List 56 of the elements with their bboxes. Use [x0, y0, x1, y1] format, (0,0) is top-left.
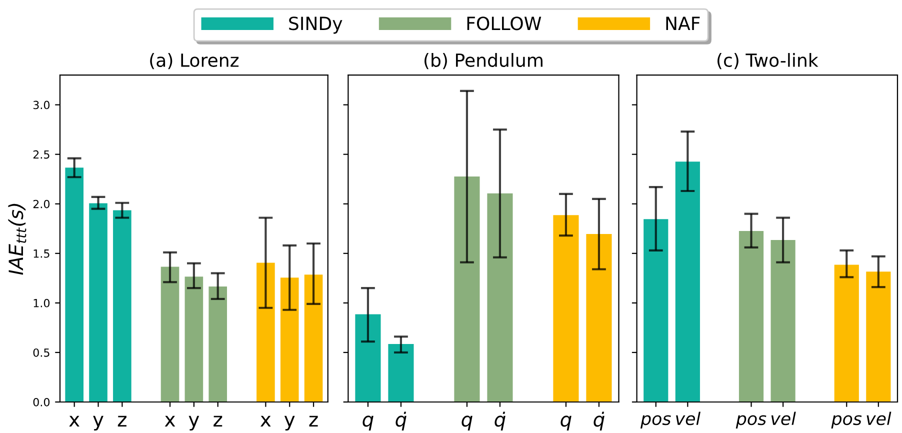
- y-axis-title: IAE$_{ttt}$(s): [8, 204, 26, 275]
- x-tick-label: q: [462, 416, 472, 430]
- x-tick-label: q̇: [396, 412, 406, 430]
- bar: [88, 202, 108, 402]
- bar: [64, 166, 84, 402]
- bar: [642, 218, 670, 402]
- chart-title: (c) Two-link: [718, 53, 818, 70]
- bar: [486, 192, 514, 402]
- y-tick-label: 2.0: [33, 200, 50, 208]
- x-tick-label: q: [560, 416, 572, 430]
- x-tick-label: pos: [640, 415, 671, 429]
- bar: [453, 176, 481, 402]
- chart-title: (a) Lorenz: [150, 53, 239, 70]
- x-tick-label: vel: [866, 412, 892, 426]
- bar: [160, 266, 180, 402]
- bar: [387, 343, 415, 402]
- y-tick-label: 0.5: [33, 348, 50, 357]
- x-tick-label: q̇: [594, 412, 604, 430]
- bar: [770, 239, 796, 402]
- x-tick-label: q: [362, 416, 374, 430]
- x-tick-label: pos: [736, 415, 766, 429]
- x-tick-label: z: [118, 416, 126, 426]
- y-tick-label: 2.5: [33, 150, 50, 159]
- bar: [552, 214, 580, 402]
- legend-label: NAF: [666, 16, 700, 30]
- y-tick-label: 1.5: [34, 250, 50, 258]
- bar: [585, 233, 613, 402]
- y-tick-label: 3.0: [33, 100, 50, 110]
- bar: [674, 160, 701, 402]
- bar: [208, 286, 228, 402]
- bar: [184, 276, 204, 402]
- bar: [738, 230, 764, 402]
- x-tick-label: x: [69, 416, 80, 426]
- x-tick-label: vel: [676, 412, 700, 426]
- x-tick-label: y: [188, 416, 200, 431]
- bar: [833, 264, 860, 402]
- y-tick-label: 0.0: [33, 398, 50, 406]
- x-tick-label: q̇: [494, 412, 506, 430]
- legend-label: FOLLOW: [467, 16, 542, 30]
- x-tick-label: vel: [771, 412, 796, 426]
- y-tick-label: 1.0: [34, 298, 50, 308]
- x-tick-label: x: [164, 416, 176, 426]
- bar: [304, 274, 324, 402]
- x-tick-label: x: [260, 416, 271, 426]
- x-tick-label: z: [214, 416, 222, 426]
- x-tick-label: y: [93, 416, 104, 431]
- legend-label: SINDy: [289, 16, 342, 34]
- bar: [865, 270, 892, 402]
- x-tick-label: y: [284, 416, 295, 431]
- bar: [256, 262, 276, 402]
- bar: [354, 313, 382, 402]
- x-tick-label: z: [309, 416, 318, 426]
- bar: [112, 209, 132, 402]
- chart-title: (b) Pendulum: [424, 53, 542, 70]
- x-tick-label: pos: [831, 415, 862, 429]
- bar: [280, 276, 300, 402]
